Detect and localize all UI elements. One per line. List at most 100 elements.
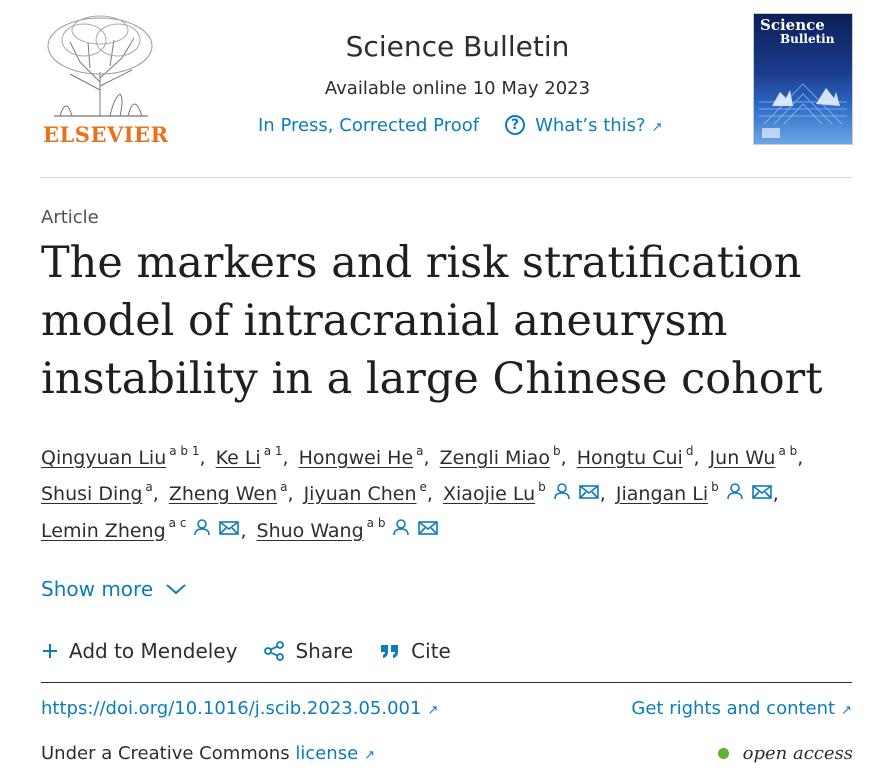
question-circle-icon: ? (505, 115, 526, 135)
rights-text: Get rights and content (631, 698, 836, 719)
external-link-icon: ↗ (651, 119, 663, 135)
cite-button[interactable]: Cite (379, 639, 451, 663)
author-affiliation-marks[interactable]: a b 1 (169, 443, 200, 458)
author-name[interactable]: Jiangan Li (615, 483, 709, 505)
show-more-button[interactable]: Show more (41, 577, 187, 601)
author-list: Qingyuan Liu a b 1, Ke Li a 1, Hongwei He a… (41, 440, 841, 549)
external-link-icon: ↗ (364, 748, 376, 763)
author-item[interactable]: Jiyuan Chen e (303, 479, 427, 505)
author-affiliation-marks[interactable]: b (538, 479, 546, 494)
author-affiliation-marks[interactable]: a b (778, 443, 798, 458)
plus-icon (43, 644, 57, 658)
tree-icon (47, 15, 153, 117)
author-item[interactable]: Zengli Miao b (439, 443, 561, 469)
elsevier-logo[interactable]: ELSEVIER (40, 12, 168, 152)
author-item[interactable]: Lemin Zheng a c (41, 517, 240, 542)
journal-cover-image[interactable]: Science Bulletin (753, 13, 853, 145)
author-name[interactable]: Qingyuan Liu (41, 447, 167, 469)
open-access-badge: open access (717, 743, 853, 764)
author-separator: , (287, 483, 300, 505)
author-affiliation-marks[interactable]: d (685, 443, 694, 458)
share-button[interactable]: Share (263, 639, 353, 663)
license-prefix: Under a Creative Commons (41, 743, 290, 764)
author-item[interactable]: Shusi Ding a (41, 479, 153, 505)
author-name[interactable]: Shuo Wang (256, 519, 364, 542)
author-item[interactable]: Hongtu Cui d (576, 443, 694, 469)
show-more-label: Show more (41, 577, 154, 601)
author-affiliation-marks[interactable]: a (280, 479, 288, 494)
share-icon (264, 641, 285, 661)
cover-title-line1: Science (760, 16, 825, 34)
author-name[interactable]: Ke Li (215, 447, 261, 469)
author-name[interactable]: Shusi Ding (41, 483, 143, 505)
in-press-link[interactable]: In Press, Corrected Proof (258, 114, 480, 136)
license-row: Under a Creative Commons license ↗ (41, 743, 375, 764)
author-affiliation-marks[interactable]: a c (168, 516, 187, 531)
author-name[interactable]: Lemin Zheng (41, 519, 166, 542)
whats-this-label: What’s this? (535, 114, 646, 136)
license-link[interactable]: license ↗ (295, 743, 375, 764)
author-name[interactable]: Xiaojie Lu (443, 483, 536, 505)
author-item[interactable]: Zheng Wen a (168, 479, 288, 505)
header-divider (41, 177, 852, 178)
envelope-icon[interactable] (417, 513, 439, 549)
journal-title[interactable]: Science Bulletin (345, 30, 570, 63)
open-access-dot-icon (717, 748, 729, 759)
cover-title-line2: Bulletin (780, 32, 835, 46)
actions-divider (41, 682, 852, 683)
external-link-icon: ↗ (841, 703, 852, 718)
license-link-text: license (295, 743, 359, 764)
author-item[interactable]: Hongwei He a (298, 443, 424, 469)
envelope-icon[interactable] (751, 477, 773, 513)
author-item[interactable]: Jiangan Li b (615, 479, 773, 505)
person-icon[interactable] (391, 513, 411, 549)
author-separator: , (693, 447, 706, 469)
author-name[interactable]: Hongwei He (298, 447, 414, 469)
author-affiliation-marks[interactable]: b (711, 479, 719, 494)
external-link-icon: ↗ (427, 703, 439, 718)
cover-title: Science Bulletin (760, 16, 835, 47)
doi-text: https://doi.org/10.1016/j.scib.2023.05.0… (41, 698, 422, 719)
quote-icon (381, 645, 399, 658)
author-separator: , (199, 447, 212, 469)
author-affiliation-marks[interactable]: a (145, 479, 153, 494)
author-name[interactable]: Jiyuan Chen (303, 483, 417, 505)
author-separator: , (426, 483, 439, 505)
author-separator: , (772, 483, 779, 505)
author-item[interactable]: Xiaojie Lu b (443, 479, 600, 505)
author-item[interactable]: Qingyuan Liu a b 1 (41, 443, 200, 469)
author-name[interactable]: Jun Wu (709, 447, 776, 469)
article-type-label: Article (41, 207, 99, 228)
author-separator: , (282, 447, 295, 469)
open-access-label: open access (742, 743, 853, 764)
author-affiliation-marks[interactable]: a (416, 443, 424, 458)
envelope-icon[interactable] (578, 477, 600, 513)
author-item[interactable]: Shuo Wang a b (256, 517, 440, 542)
author-affiliation-marks[interactable]: a 1 (263, 443, 283, 458)
article-actions: Add to Mendeley Share Cite (41, 636, 477, 666)
author-affiliation-marks[interactable]: e (419, 479, 427, 494)
author-name[interactable]: Zheng Wen (168, 483, 278, 505)
person-icon[interactable] (552, 477, 572, 513)
author-name[interactable]: Zengli Miao (439, 447, 550, 469)
author-item[interactable]: Jun Wu a b (709, 443, 798, 469)
add-to-mendeley-button[interactable]: Add to Mendeley (41, 639, 237, 663)
get-rights-link[interactable]: Get rights and content ↗ (631, 698, 852, 719)
person-icon[interactable] (725, 477, 745, 513)
person-icon[interactable] (192, 513, 212, 549)
article-title: The markers and risk stratification mode… (41, 238, 823, 404)
doi-link[interactable]: https://doi.org/10.1016/j.scib.2023.05.0… (41, 698, 438, 719)
author-separator: , (240, 519, 253, 542)
author-name[interactable]: Hongtu Cui (576, 447, 683, 469)
envelope-icon[interactable] (218, 513, 240, 549)
chevron-down-icon (166, 584, 186, 595)
author-item[interactable]: Ke Li a 1 (215, 443, 283, 469)
whats-this-link[interactable]: What’s this? ↗ (535, 115, 662, 136)
mendeley-label: Add to Mendeley (69, 639, 238, 663)
author-separator: , (797, 447, 804, 469)
author-affiliation-marks[interactable]: b (552, 443, 561, 458)
author-affiliation-marks[interactable]: a b (366, 516, 386, 531)
elsevier-wordmark: ELSEVIER (43, 122, 169, 147)
cite-label: Cite (411, 639, 451, 663)
author-separator: , (599, 483, 612, 505)
